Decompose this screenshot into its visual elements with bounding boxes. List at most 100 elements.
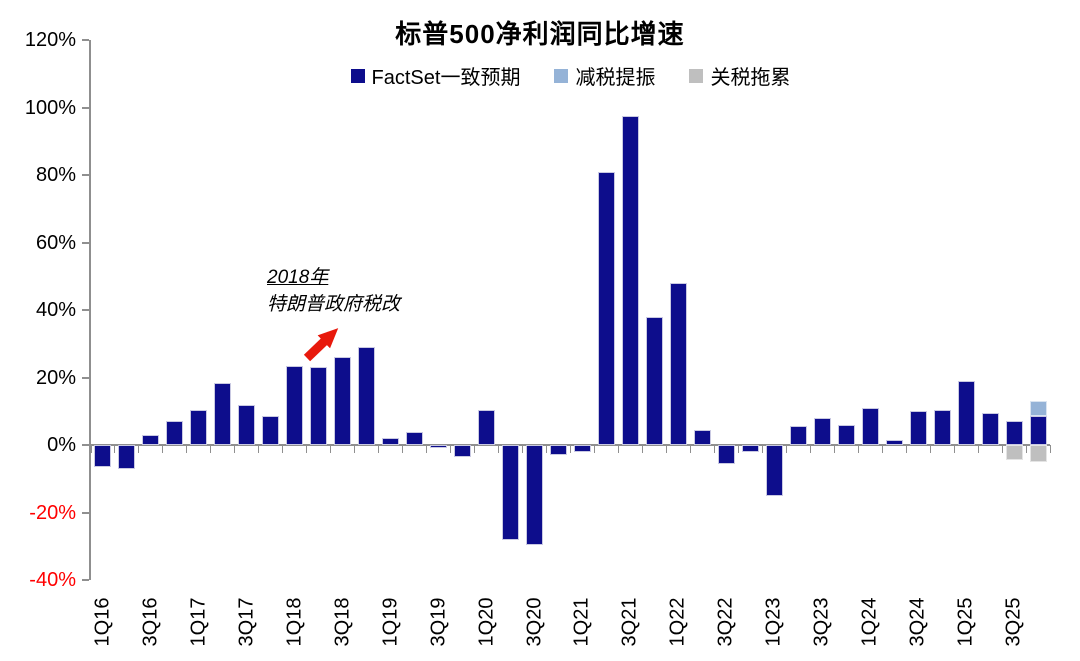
x-tick-label: 3Q19 — [427, 597, 450, 647]
bar-1Q21 — [573, 445, 591, 452]
bar-4Q16 — [166, 421, 184, 445]
x-tick — [641, 445, 643, 453]
legend-swatch-tax-cut-icon — [554, 68, 569, 83]
annotation-arrow-icon — [303, 328, 339, 362]
legend-label-factset: FactSet一致预期 — [371, 67, 521, 89]
x-tick — [450, 445, 452, 453]
chart-title: 标普500净利润同比增速 — [395, 19, 685, 49]
legend-label-tax-cut: 减税提振 — [575, 67, 656, 89]
bar-4Q25 — [1029, 401, 1047, 417]
x-tick — [90, 445, 92, 453]
legend-item-factset: FactSet一致预期 — [350, 61, 521, 90]
legend-swatch-tariff-icon — [689, 68, 704, 83]
x-tick — [402, 445, 404, 453]
bar-1Q25 — [957, 380, 975, 445]
y-axis-line — [89, 40, 91, 580]
y-tick-label: -20% — [29, 501, 76, 524]
x-tick — [498, 445, 500, 453]
x-tick — [162, 445, 164, 453]
x-tick-label: 3Q20 — [523, 597, 546, 647]
bar-3Q25 — [1005, 445, 1023, 461]
legend-item-tax-cut: 减税提振 — [554, 61, 655, 90]
x-tick — [665, 445, 667, 453]
x-tick-label: 3Q24 — [906, 597, 929, 647]
x-tick-label: 3Q18 — [331, 597, 354, 647]
bar-4Q21 — [645, 316, 663, 445]
bar-3Q22 — [717, 445, 735, 464]
y-tick-label: 40% — [35, 299, 76, 321]
x-tick-label: 1Q20 — [475, 597, 498, 647]
x-tick — [474, 445, 476, 453]
bar-4Q19 — [454, 445, 472, 457]
y-tick — [82, 376, 89, 379]
x-tick-label: 1Q19 — [379, 597, 402, 647]
x-tick — [546, 445, 548, 453]
bar-2Q16 — [118, 445, 136, 469]
bar-1Q22 — [669, 283, 687, 445]
x-tick-label: 1Q24 — [858, 597, 881, 647]
bar-4Q25 — [1029, 445, 1047, 462]
x-tick — [977, 445, 979, 453]
bar-3Q20 — [526, 445, 544, 545]
bar-4Q20 — [550, 445, 567, 456]
bar-2Q23 — [789, 426, 807, 445]
bar-4Q25 — [1029, 416, 1047, 445]
bar-2Q24 — [885, 439, 903, 445]
x-tick — [522, 445, 524, 453]
legend-item-tariff: 关税拖累 — [689, 61, 790, 90]
bar-2Q25 — [981, 412, 999, 445]
x-tick — [114, 445, 116, 453]
x-tick — [354, 445, 356, 453]
x-tick — [1025, 445, 1027, 453]
bar-4Q18 — [358, 347, 376, 445]
bar-3Q19 — [430, 445, 448, 449]
legend-swatch-factset-icon — [350, 68, 365, 83]
bar-1Q20 — [478, 409, 496, 445]
x-tick — [761, 445, 763, 453]
x-tick — [689, 445, 691, 453]
y-tick — [82, 579, 89, 581]
bar-3Q16 — [142, 434, 160, 445]
annotation-year: 2018年 — [267, 267, 329, 288]
x-tick-label: 3Q25 — [1002, 597, 1025, 647]
bar-1Q24 — [861, 407, 879, 445]
bar-3Q25 — [1005, 421, 1023, 445]
x-tick — [953, 445, 955, 453]
x-tick — [426, 445, 428, 453]
bar-4Q23 — [837, 424, 855, 445]
x-tick — [258, 445, 260, 453]
x-tick — [785, 445, 787, 453]
y-tick — [82, 511, 89, 514]
bar-2Q20 — [502, 445, 520, 540]
x-tick — [282, 445, 284, 453]
y-tick — [82, 309, 89, 311]
x-tick — [593, 445, 595, 453]
bar-3Q21 — [621, 115, 639, 445]
x-tick-label: 1Q16 — [91, 597, 114, 647]
x-tick — [929, 445, 931, 453]
x-tick-label: 3Q23 — [810, 597, 833, 647]
x-tick — [234, 445, 236, 453]
bar-2Q22 — [693, 429, 711, 445]
bar-1Q17 — [190, 409, 208, 445]
x-tick-label: 3Q16 — [139, 597, 162, 647]
bar-2Q21 — [597, 171, 615, 445]
x-tick — [306, 445, 308, 453]
bar-1Q18 — [286, 365, 304, 445]
x-tick — [210, 445, 212, 453]
x-tick-label: 1Q22 — [666, 597, 689, 647]
y-tick-label: -40% — [29, 569, 76, 591]
x-tick — [881, 445, 883, 453]
y-tick-label: 120% — [24, 29, 76, 51]
bar-3Q17 — [238, 404, 256, 445]
x-tick-label: 3Q22 — [714, 597, 737, 647]
x-tick-label: 1Q21 — [570, 597, 593, 647]
y-tick — [82, 106, 89, 109]
legend-label-tariff: 关税拖累 — [710, 67, 791, 89]
x-tick — [905, 445, 907, 453]
x-tick — [737, 445, 739, 453]
bar-3Q23 — [813, 418, 831, 445]
annotation-2018-tax-reform: 2018年 特朗普政府税改 — [267, 264, 400, 318]
